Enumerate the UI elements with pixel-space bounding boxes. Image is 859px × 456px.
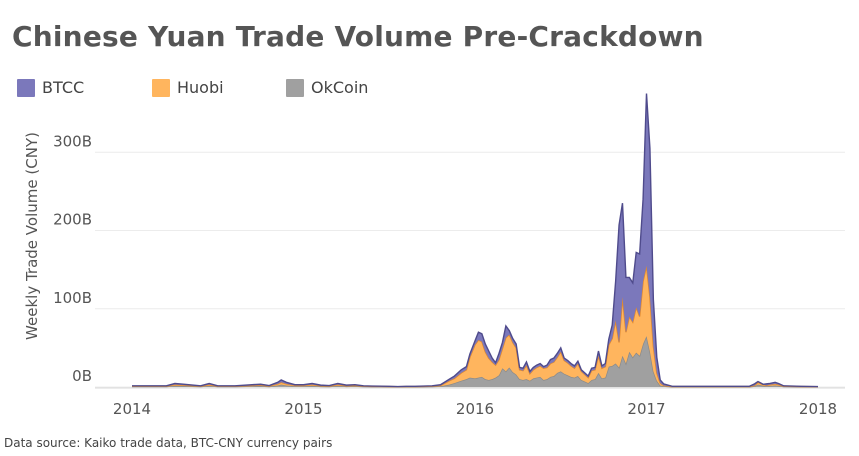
- data-source-note: Data source: Kaiko trade data, BTC-CNY c…: [4, 436, 333, 450]
- legend-swatch-huobi: [152, 78, 170, 97]
- x-tick-label-2015: 2015: [284, 400, 322, 418]
- y-tick-label-0: 0B: [72, 367, 92, 385]
- legend-swatch-okcoin: [286, 78, 304, 97]
- x-tick-label-2018: 2018: [799, 400, 837, 418]
- y-tick-label-2: 200B: [53, 211, 92, 229]
- legend-item-btcc[interactable]: BTCC: [17, 78, 84, 97]
- chart-title: Chinese Yuan Trade Volume Pre-Crackdown: [12, 20, 704, 53]
- x-tick-label-2017: 2017: [627, 400, 665, 418]
- legend-item-okcoin[interactable]: OkCoin: [286, 78, 368, 97]
- legend-label-btcc: BTCC: [42, 78, 85, 97]
- y-tick-label-1: 100B: [53, 289, 92, 307]
- legend-item-huobi[interactable]: Huobi: [152, 78, 224, 97]
- area-line-btcc: [132, 93, 819, 388]
- y-tick-label-3: 300B: [53, 132, 92, 150]
- legend-swatch-btcc: [17, 78, 35, 97]
- legend-label-huobi: Huobi: [177, 78, 224, 97]
- y-axis-label: Weekly Trade Volume (CNY): [23, 132, 41, 340]
- x-tick-label-2014: 2014: [113, 400, 151, 418]
- area-huobi: [132, 265, 818, 387]
- area-btcc: [132, 93, 818, 387]
- legend-label-okcoin: OkCoin: [311, 78, 369, 97]
- area-okcoin: [132, 336, 818, 387]
- legend: BTCC Huobi OkCoin: [0, 78, 859, 100]
- x-tick-label-2016: 2016: [456, 400, 494, 418]
